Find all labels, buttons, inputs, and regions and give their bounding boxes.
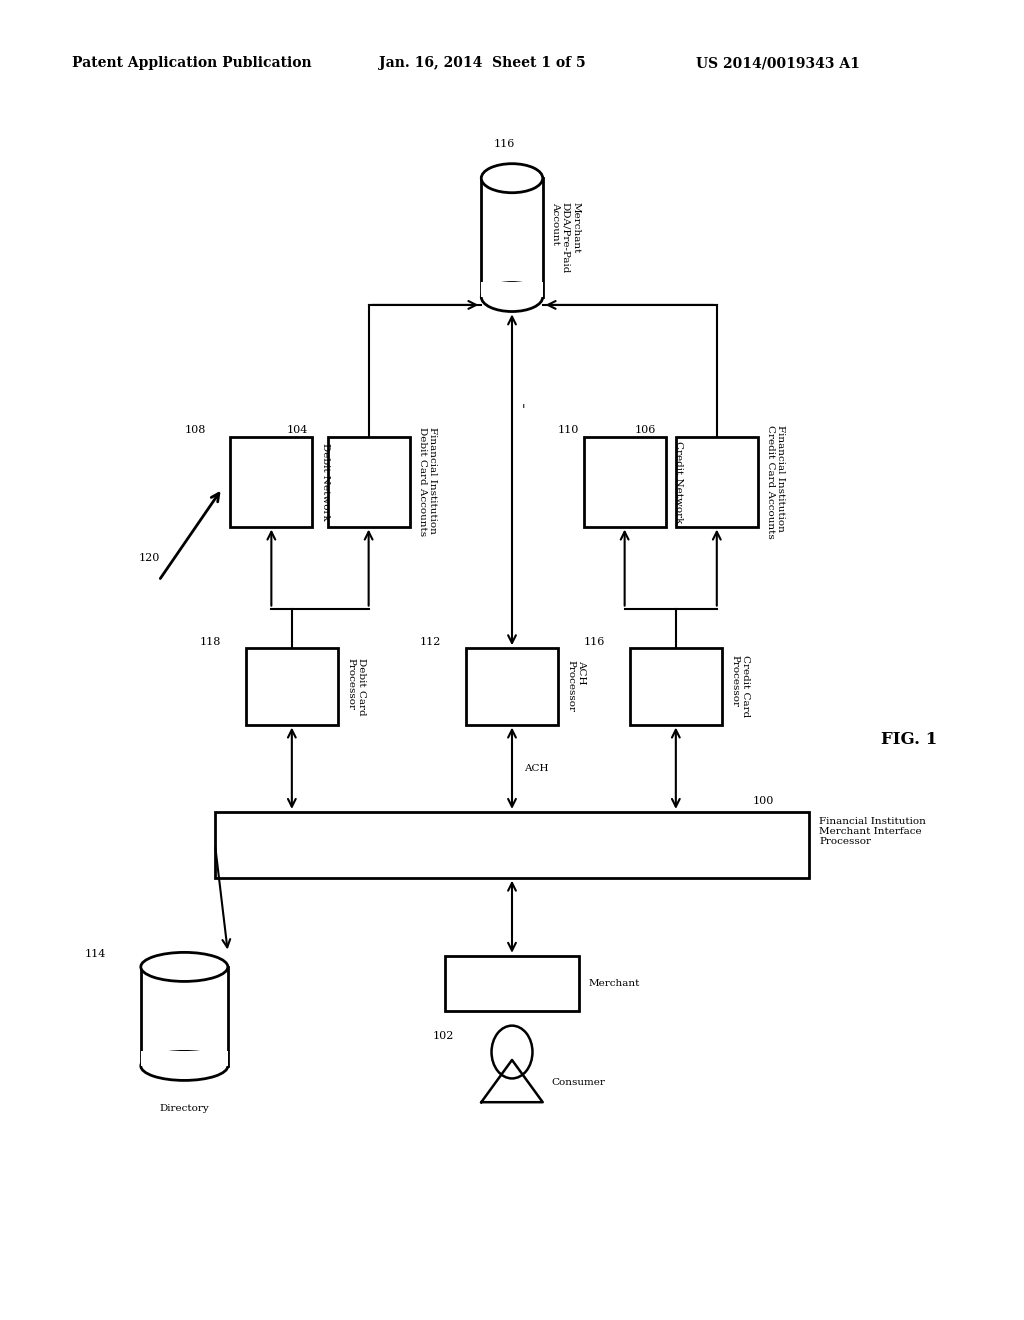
Text: 120: 120 [138, 553, 160, 564]
Text: Financial Institution
Credit Card Accounts: Financial Institution Credit Card Accoun… [766, 425, 785, 539]
Text: Jan. 16, 2014  Sheet 1 of 5: Jan. 16, 2014 Sheet 1 of 5 [379, 57, 586, 70]
Text: 116: 116 [584, 636, 605, 647]
Text: ': ' [522, 404, 525, 417]
Text: Credit Network: Credit Network [674, 441, 683, 523]
Bar [215, 812, 809, 878]
Bar [230, 437, 312, 527]
Text: ACH
Processor: ACH Processor [566, 660, 586, 713]
Text: 106: 106 [635, 425, 656, 436]
Text: Debit Card
Processor: Debit Card Processor [346, 657, 366, 715]
Text: Merchant
DDA/Pre-Paid
Account: Merchant DDA/Pre-Paid Account [551, 202, 581, 273]
Ellipse shape [481, 164, 543, 193]
Bar [246, 648, 338, 725]
Text: 102: 102 [432, 1031, 454, 1041]
Ellipse shape [481, 282, 543, 312]
Bar [140, 1051, 227, 1067]
Bar [676, 437, 758, 527]
Ellipse shape [140, 1051, 228, 1080]
Text: 114: 114 [84, 949, 105, 958]
Bar [445, 956, 579, 1011]
Bar [140, 966, 227, 1067]
Text: 104: 104 [287, 425, 308, 436]
Text: 116: 116 [494, 139, 515, 149]
Bar [466, 648, 558, 725]
Bar [630, 648, 722, 725]
Text: Merchant: Merchant [589, 979, 640, 987]
Text: Consumer: Consumer [551, 1078, 605, 1086]
Bar [584, 437, 666, 527]
Bar [481, 282, 543, 297]
Text: 108: 108 [184, 425, 206, 436]
Bar [481, 178, 543, 297]
Ellipse shape [140, 953, 228, 982]
Text: 118: 118 [200, 636, 221, 647]
Text: FIG. 1: FIG. 1 [881, 731, 937, 747]
Text: US 2014/0019343 A1: US 2014/0019343 A1 [696, 57, 860, 70]
Text: Directory: Directory [160, 1104, 209, 1113]
Text: 112: 112 [420, 636, 441, 647]
Text: Financial Institution
Debit Card Accounts: Financial Institution Debit Card Account… [418, 428, 437, 536]
Text: Debit Network: Debit Network [321, 444, 330, 520]
Text: Patent Application Publication: Patent Application Publication [72, 57, 311, 70]
Text: ACH: ACH [524, 764, 549, 772]
Bar [328, 437, 410, 527]
Text: 110: 110 [558, 425, 580, 436]
Text: Credit Card
Processor: Credit Card Processor [730, 655, 750, 718]
Text: Financial Institution
Merchant Interface
Processor: Financial Institution Merchant Interface… [819, 817, 926, 846]
Text: 100: 100 [753, 796, 774, 807]
